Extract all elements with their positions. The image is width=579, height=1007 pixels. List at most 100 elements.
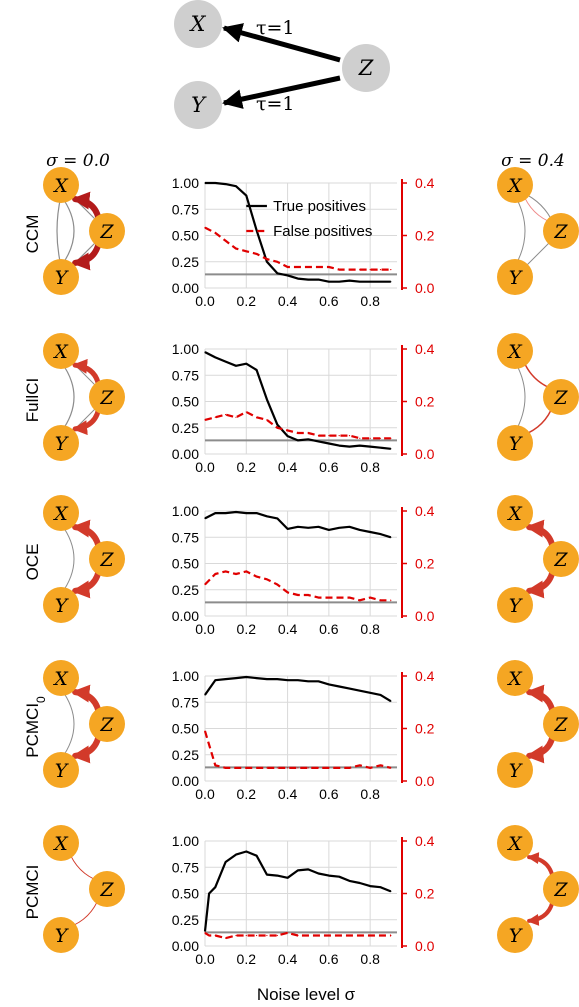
chart-0-xtick-3: 0.6 bbox=[319, 293, 339, 309]
chart-0-point-1-5 bbox=[256, 253, 258, 255]
chart-2-ytick-right-2: 0.4 bbox=[415, 503, 435, 519]
chart-4-point-0-3 bbox=[225, 861, 227, 863]
chart-1: 0.00 0.25 0.50 0.75 1.00 0.0 0.2 0.4 0.0 0.2 0.4 0.… bbox=[172, 341, 435, 475]
chart-4-point-1-2 bbox=[214, 934, 216, 937]
chart-2-point-1-18 bbox=[390, 599, 392, 601]
chart-2-point-1-12 bbox=[328, 597, 330, 599]
chart-4-ytick-left-1: 0.25 bbox=[172, 912, 199, 928]
chart-3-ytick-right-1: 0.2 bbox=[415, 721, 435, 737]
graph-left-1: X Z Y bbox=[43, 333, 125, 461]
chart-3-series-false-positives bbox=[203, 730, 392, 770]
graph-left-3: X Z Y bbox=[43, 660, 125, 788]
top-graph: τ=1 τ=1 X Y Z bbox=[174, 0, 390, 129]
chart-2-point-0-0 bbox=[204, 517, 206, 520]
left-0-node-y-label: Y bbox=[55, 267, 70, 289]
chart-1-ytick-left-4: 1.00 bbox=[172, 341, 199, 357]
chart-3-point-0-10 bbox=[307, 680, 309, 682]
chart-0-point-1-17 bbox=[379, 269, 382, 271]
left-3-node-x bbox=[43, 660, 79, 696]
left-2-link-x-y-0 bbox=[60, 523, 75, 595]
chart-1-series-false-positives bbox=[204, 410, 391, 440]
chart-2-point-0-14 bbox=[348, 526, 351, 528]
chart-0-point-0-6 bbox=[266, 261, 268, 263]
chart-4-point-0-15 bbox=[348, 880, 351, 882]
chart-1-point-0-3 bbox=[235, 365, 237, 367]
chart-0-point-0-12 bbox=[328, 281, 330, 283]
chart-3-point-0-16 bbox=[369, 692, 371, 694]
left-4-node-z-label: Z bbox=[99, 879, 114, 901]
chart-2-point-1-9 bbox=[297, 594, 299, 596]
chart-3-xtick-0: 0.0 bbox=[195, 786, 215, 802]
chart-2-point-1-7 bbox=[276, 583, 278, 586]
chart-1-point-0-5 bbox=[256, 369, 258, 371]
chart-4-point-1-11 bbox=[307, 934, 309, 937]
right-3-node-y-label: Y bbox=[509, 760, 524, 782]
right-4-node-y-label: Y bbox=[509, 925, 524, 947]
chart-1-point-1-16 bbox=[369, 437, 371, 439]
left-3-node-y-label: Y bbox=[55, 760, 70, 782]
right-4-node-z bbox=[543, 871, 579, 907]
right-2-node-x bbox=[497, 495, 533, 531]
right-3-node-y bbox=[497, 752, 533, 788]
chart-1-point-0-2 bbox=[225, 361, 227, 363]
chart-4-point-0-7 bbox=[266, 874, 268, 876]
left-0-link-x-y-0 bbox=[60, 195, 75, 267]
chart-2-xtick-3: 0.6 bbox=[319, 621, 339, 637]
chart-4-point-0-2 bbox=[214, 886, 216, 888]
chart-3-ytick-left-1: 0.25 bbox=[172, 747, 199, 763]
chart-2-series-false-positives bbox=[204, 570, 391, 602]
right-0-node-x bbox=[497, 167, 533, 203]
chart-1-point-1-4 bbox=[245, 411, 247, 413]
chart-3-point-1-4 bbox=[245, 767, 247, 769]
chart-1-point-0-11 bbox=[317, 440, 320, 442]
chart-1-point-0-15 bbox=[359, 445, 361, 447]
edge-label-zx: τ=1 bbox=[256, 17, 295, 39]
chart-1-series-true-positives bbox=[204, 351, 391, 450]
chart-2-point-0-10 bbox=[307, 527, 309, 529]
chart-0-point-1-10 bbox=[307, 266, 309, 268]
chart-1-ytick-left-2: 0.50 bbox=[172, 394, 199, 410]
chart-2-point-0-11 bbox=[317, 526, 320, 528]
chart-0-point-1-2 bbox=[225, 240, 227, 242]
right-4-node-x bbox=[497, 825, 533, 861]
chart-4-point-1-1 bbox=[208, 934, 210, 937]
rows: CCMXZYXZY0.000.250.500.751.000.00.20.4Tr… bbox=[23, 167, 579, 967]
chart-1-point-0-16 bbox=[369, 446, 371, 448]
chart-1-point-1-3 bbox=[235, 416, 237, 418]
chart-3-point-0-7 bbox=[276, 678, 278, 680]
chart-4-point-1-12 bbox=[317, 934, 320, 937]
chart-4-ytick-left-0: 0.00 bbox=[172, 938, 199, 954]
chart-2-point-1-2 bbox=[225, 570, 227, 573]
chart-1-ytick-right-0: 0.0 bbox=[415, 446, 435, 462]
chart-2-point-1-3 bbox=[235, 573, 237, 575]
edge-z-x bbox=[222, 23, 341, 63]
legend: True positives False positives bbox=[246, 198, 372, 240]
chart-3-point-1-8 bbox=[287, 767, 289, 769]
chart-0-point-0-13 bbox=[338, 281, 340, 283]
method-label-3: PCMCI0 bbox=[23, 696, 48, 758]
left-2-node-z-label: Z bbox=[99, 549, 114, 571]
chart-3-point-1-7 bbox=[276, 767, 278, 769]
chart-0-point-0-5 bbox=[256, 229, 258, 231]
chart-4-point-1-13 bbox=[328, 934, 330, 937]
chart-3-ytick-left-3: 0.75 bbox=[172, 694, 199, 710]
chart-4-xtick-3: 0.6 bbox=[319, 951, 339, 967]
right-0-link-x-y-0 bbox=[514, 195, 526, 267]
graph-right-4: X Z Y bbox=[497, 825, 579, 953]
chart-2-point-0-5 bbox=[256, 512, 258, 514]
chart-0-ytick-right-2: 0.4 bbox=[415, 175, 435, 191]
chart-0-point-1-16 bbox=[369, 269, 371, 271]
right-2-node-x-label: X bbox=[506, 503, 523, 525]
right-0-node-y bbox=[497, 259, 533, 295]
node-z-label: Z bbox=[358, 56, 374, 80]
chart-0-ytick-right-0: 0.0 bbox=[415, 280, 435, 296]
chart-4-point-0-9 bbox=[287, 877, 289, 879]
chart-2-point-0-18 bbox=[390, 536, 392, 538]
chart-2-point-1-16 bbox=[369, 597, 371, 599]
chart-2-ytick-right-0: 0.0 bbox=[415, 608, 435, 624]
left-4-node-y bbox=[43, 917, 79, 953]
chart-3-ytick-left-2: 0.50 bbox=[172, 721, 199, 737]
right-1-node-z-label: Z bbox=[553, 387, 568, 409]
chart-1-point-1-9 bbox=[297, 432, 299, 434]
chart-1-point-0-14 bbox=[348, 446, 351, 448]
